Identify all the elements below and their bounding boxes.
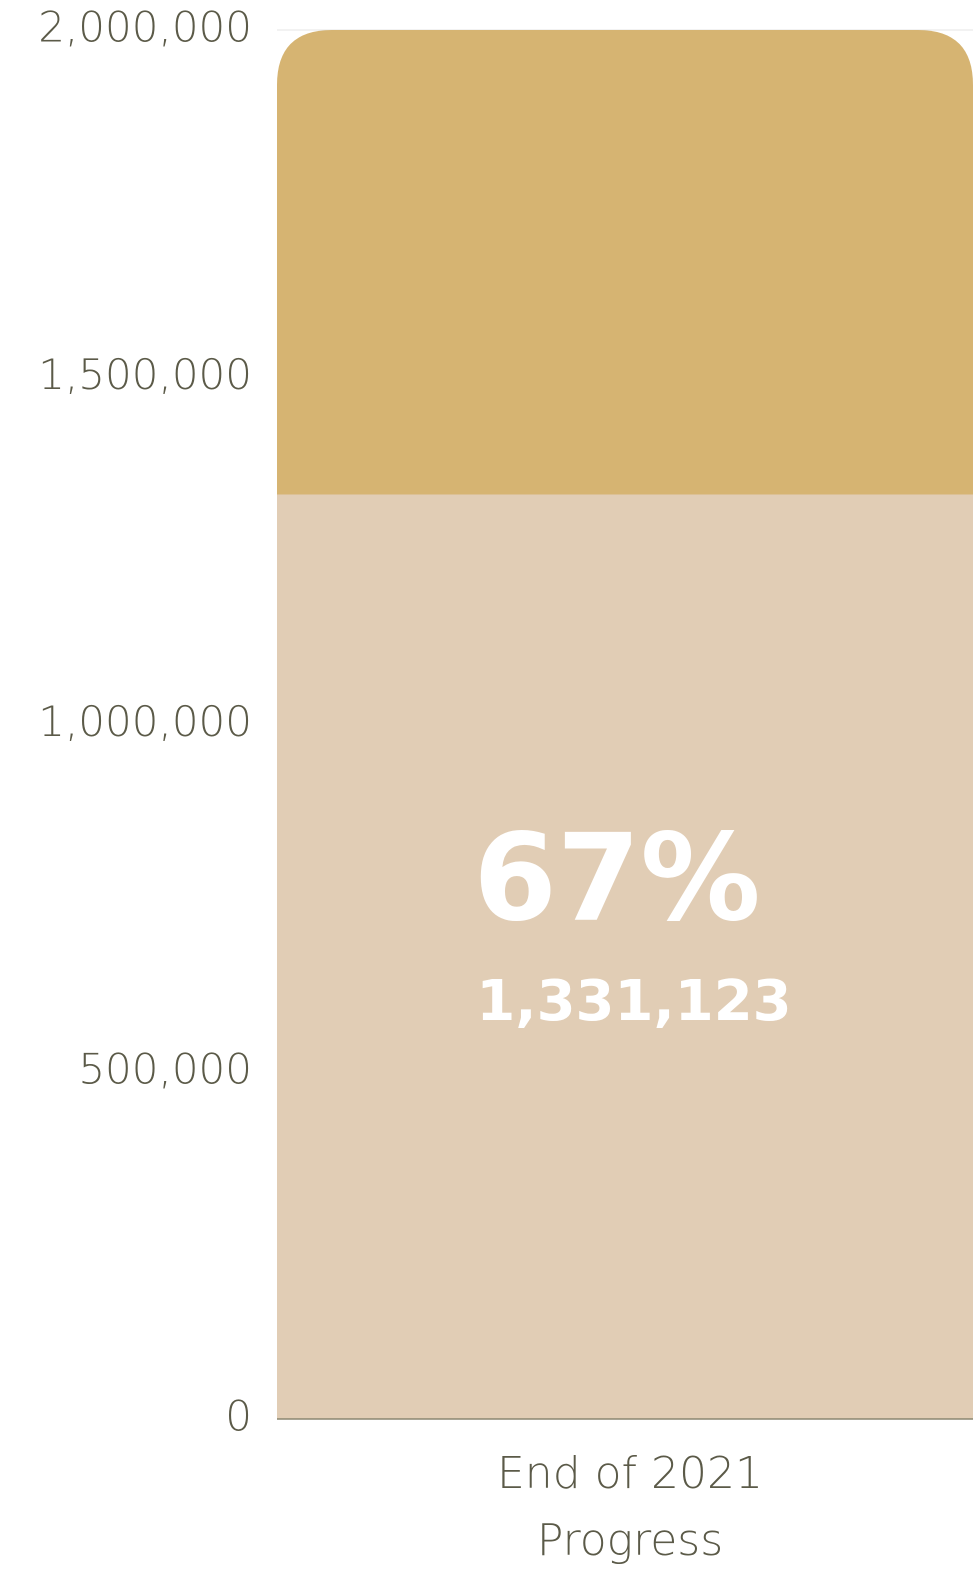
percent-label: 67%	[473, 809, 760, 948]
x-tick-label: End of 2021 Progress	[497, 1448, 763, 1566]
bar-segment	[277, 494, 973, 1420]
y-tick-label: 0	[225, 1392, 252, 1441]
y-tick-label: 1,000,000	[38, 697, 252, 746]
y-tick-label: 2,000,000	[38, 3, 252, 52]
value-label: 1,331,123	[476, 969, 791, 1034]
y-tick-label: 1,500,000	[38, 350, 252, 399]
y-tick-label: 500,000	[78, 1044, 252, 1093]
bar-segment	[277, 30, 973, 495]
